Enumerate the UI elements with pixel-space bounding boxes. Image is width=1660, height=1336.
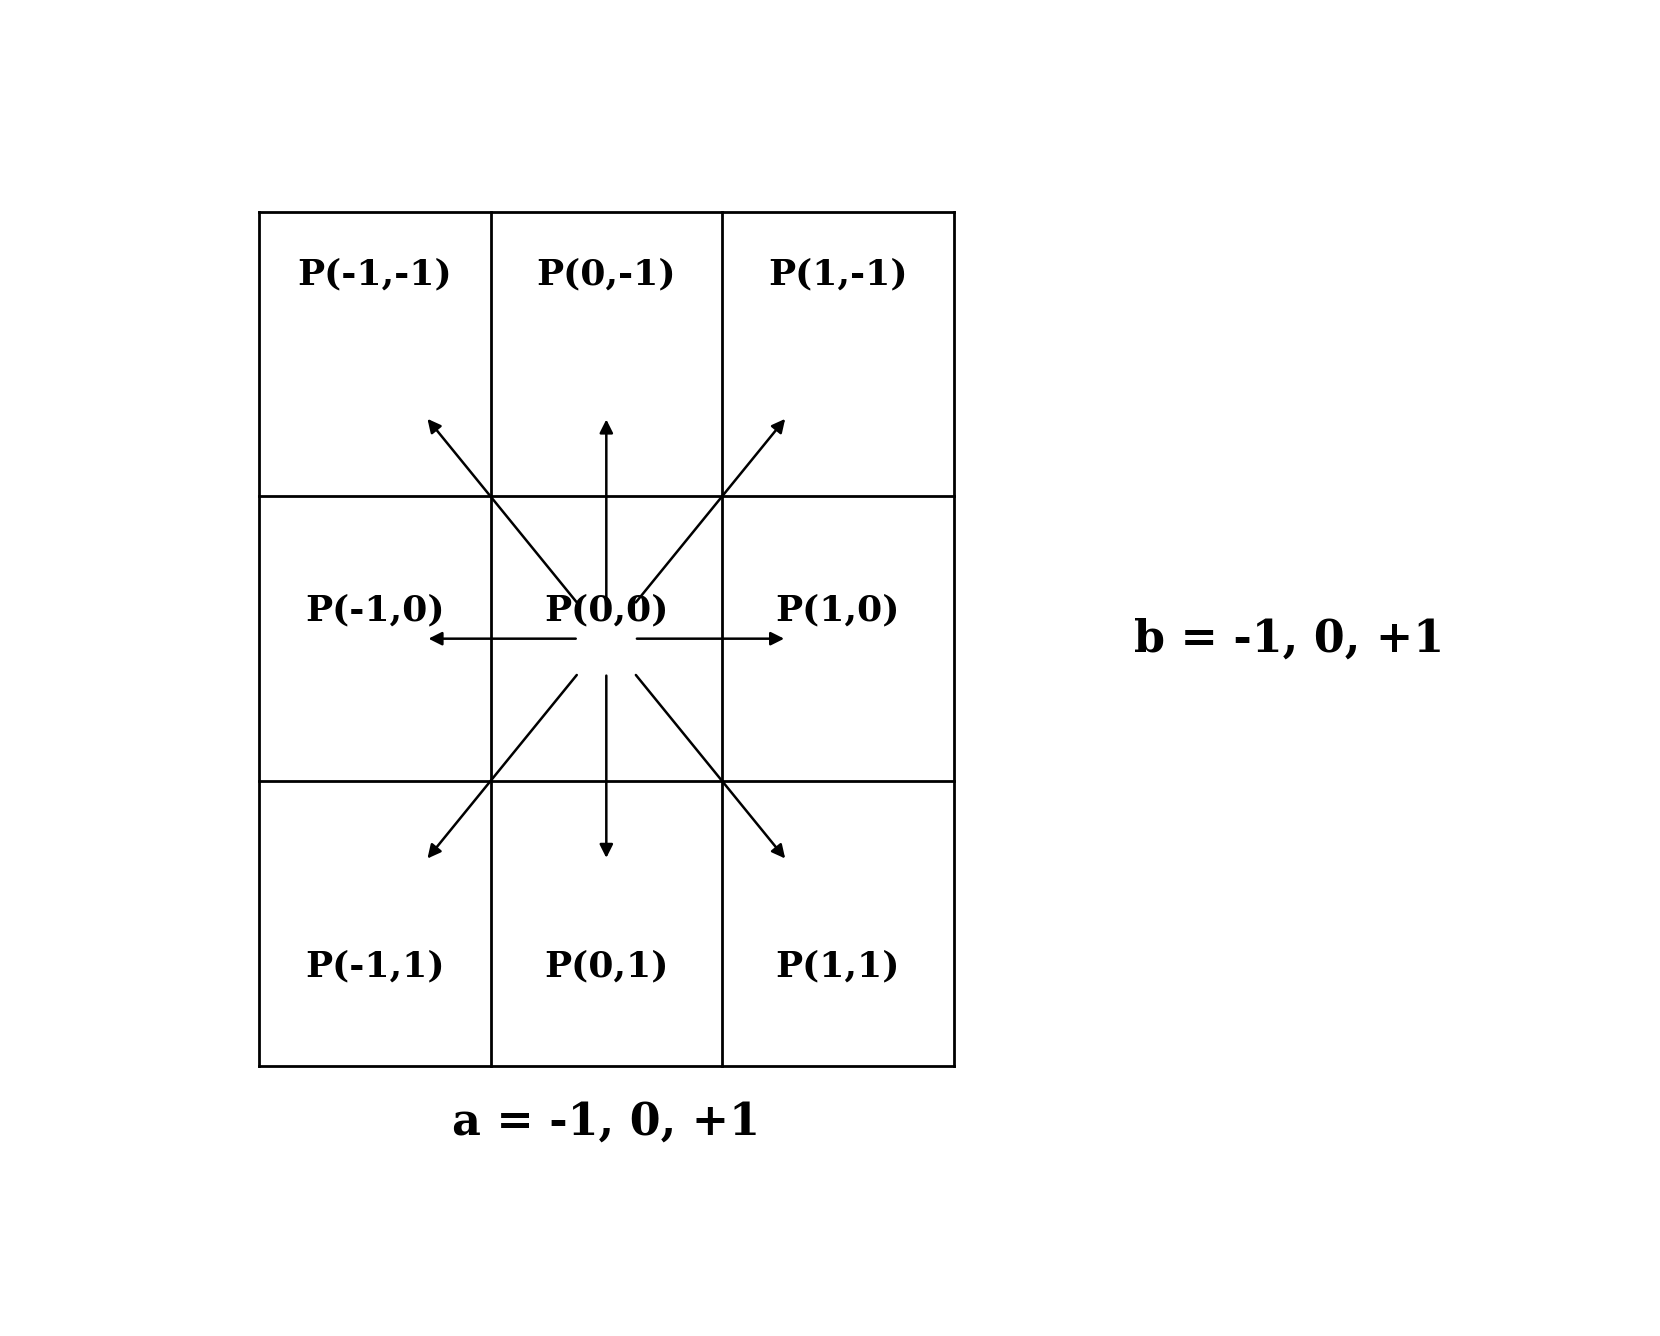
- Text: P(-1,1): P(-1,1): [305, 949, 445, 983]
- Text: P(1,1): P(1,1): [775, 949, 900, 983]
- Text: a = -1, 0, +1: a = -1, 0, +1: [452, 1101, 760, 1144]
- Text: P(1,-1): P(1,-1): [769, 258, 908, 291]
- Text: P(0,0): P(0,0): [544, 593, 669, 627]
- Text: P(-1,-1): P(-1,-1): [297, 258, 452, 291]
- Text: b = -1, 0, +1: b = -1, 0, +1: [1134, 617, 1444, 660]
- Text: P(0,-1): P(0,-1): [536, 258, 676, 291]
- Text: P(1,0): P(1,0): [775, 593, 900, 627]
- Text: P(0,1): P(0,1): [544, 949, 669, 983]
- Text: P(-1,0): P(-1,0): [305, 593, 445, 627]
